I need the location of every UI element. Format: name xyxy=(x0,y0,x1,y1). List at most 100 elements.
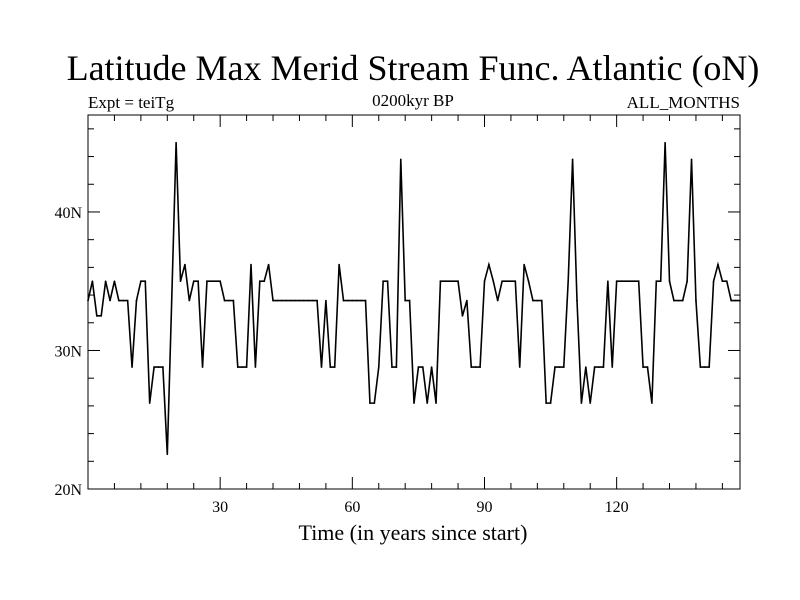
data-point xyxy=(413,402,415,404)
y-tick-label: 40N xyxy=(54,205,82,222)
data-point xyxy=(338,263,340,266)
data-point xyxy=(488,263,490,266)
data-point xyxy=(342,299,345,302)
data-point xyxy=(668,280,671,283)
data-point xyxy=(109,299,111,302)
data-point xyxy=(435,402,437,404)
data-point xyxy=(545,402,547,404)
data-point xyxy=(259,280,261,283)
data-point xyxy=(214,280,217,283)
data-point xyxy=(157,366,160,368)
y-tick-label: 30N xyxy=(54,343,82,360)
data-point xyxy=(391,366,393,368)
data-point xyxy=(272,299,274,302)
data-point xyxy=(615,280,618,283)
x-tick-label: 120 xyxy=(605,499,629,516)
data-point xyxy=(483,280,486,283)
data-point xyxy=(122,299,125,302)
data-point xyxy=(523,263,525,266)
data-point xyxy=(360,299,362,302)
data-point xyxy=(474,366,477,368)
data-point xyxy=(540,299,543,302)
data-point xyxy=(655,280,658,283)
data-point xyxy=(408,299,411,302)
data-point xyxy=(479,366,481,368)
data-point xyxy=(430,366,433,368)
data-point xyxy=(170,299,173,302)
data-point xyxy=(695,299,697,302)
data-point xyxy=(307,299,310,302)
data-point xyxy=(642,366,644,368)
data-point xyxy=(355,299,358,302)
data-point xyxy=(659,280,662,283)
data-point xyxy=(496,299,499,302)
data-point xyxy=(369,402,371,404)
data-point xyxy=(611,366,614,368)
data-point xyxy=(87,299,89,302)
data-point xyxy=(585,366,587,368)
data-point xyxy=(562,366,565,368)
data-point xyxy=(118,299,120,302)
data-point xyxy=(703,366,706,368)
data-point xyxy=(232,299,235,302)
data-point xyxy=(620,280,622,283)
data-point xyxy=(549,402,552,404)
data-point xyxy=(699,366,702,368)
data-point xyxy=(448,280,451,283)
data-point xyxy=(417,366,420,368)
data-point xyxy=(311,299,314,302)
data-point xyxy=(325,299,327,302)
x-axis: 30 60 90 120 xyxy=(87,115,723,516)
data-point xyxy=(228,299,230,302)
data-point xyxy=(651,402,653,404)
data-point xyxy=(126,299,129,302)
data-point xyxy=(382,280,384,283)
data-point xyxy=(712,280,715,283)
data-point xyxy=(730,299,732,302)
x-tick-label: 60 xyxy=(344,499,360,516)
data-point xyxy=(452,280,455,283)
data-point xyxy=(254,366,257,368)
data-point xyxy=(646,366,649,368)
data-point xyxy=(492,280,495,283)
data-point xyxy=(681,299,684,302)
data-point xyxy=(466,299,468,302)
x-axis-label: Time (in years since start) xyxy=(299,520,528,545)
data-point xyxy=(347,299,349,302)
data-point xyxy=(333,366,336,368)
y-tick-label: 20N xyxy=(54,482,82,499)
data-point xyxy=(131,366,133,368)
experiment-label: Expt = teiTg xyxy=(88,93,175,112)
data-point xyxy=(629,280,631,283)
data-point xyxy=(184,263,186,266)
data-point xyxy=(721,280,724,283)
data-point xyxy=(329,366,332,368)
data-point xyxy=(135,299,138,302)
data-point xyxy=(598,366,600,368)
data-point xyxy=(637,280,640,283)
data-point xyxy=(179,280,182,283)
data-point xyxy=(607,280,609,283)
data-point xyxy=(219,280,221,283)
data-point xyxy=(188,299,191,302)
data-point xyxy=(320,366,323,368)
data-point xyxy=(404,299,406,302)
data-point xyxy=(725,280,728,283)
data-point xyxy=(664,141,666,144)
data-point xyxy=(717,263,719,266)
data-point xyxy=(395,366,398,368)
data-point xyxy=(104,280,107,283)
series-layer xyxy=(87,141,741,456)
data-point xyxy=(298,299,301,302)
x-tick-label: 30 xyxy=(212,499,228,516)
data-point xyxy=(514,280,517,283)
data-point xyxy=(263,280,266,283)
plot-frame xyxy=(87,114,741,490)
data-point xyxy=(91,280,94,283)
data-point xyxy=(439,280,442,283)
data-point xyxy=(571,158,574,161)
months-label: ALL_MONTHS xyxy=(627,93,740,112)
data-point xyxy=(364,299,367,302)
series-line xyxy=(87,142,740,455)
